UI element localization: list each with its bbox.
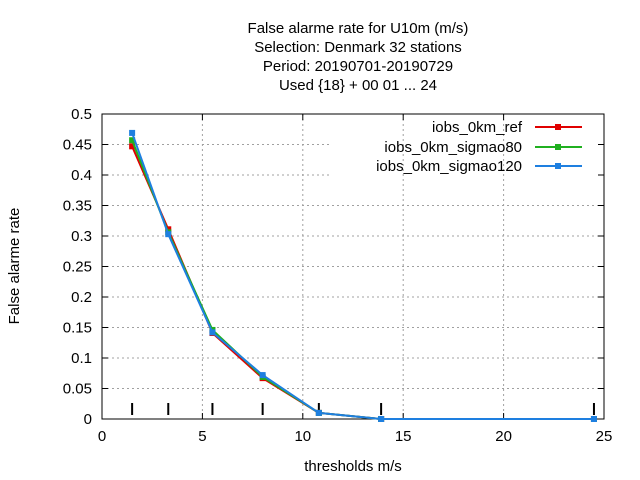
legend: iobs_0km_ref iobs_0km_sigmao80 iobs_0km_si… [376,119,582,175]
y-tick-label: 0.35 [63,198,92,215]
y-tick-label: 0.5 [71,106,92,123]
legend-label: iobs_0km_sigmao120 [376,158,522,175]
data-point-iobs_0km_ref [129,143,136,150]
legend-swatch-marker [555,124,561,130]
data-point-iobs_0km_sigmao80 [129,137,136,144]
y-tick-label: 0.25 [63,259,92,276]
y-tick-label: 0.1 [71,350,92,367]
x-tick-label: 5 [198,428,206,445]
legend-label: iobs_0km_ref [432,119,523,136]
y-tick-label: 0.3 [71,228,92,245]
data-point-iobs_0km_sigmao120 [129,129,136,136]
data-point-iobs_0km_ref [165,226,172,233]
y-tick-label: 0.05 [63,381,92,398]
legend-swatch-marker [555,144,561,150]
chart-title-line-2: Selection: Denmark 32 stations [254,39,462,56]
data-point-iobs_0km_sigmao120 [165,231,172,238]
data-point-iobs_0km_sigmao120 [209,329,216,336]
threshold-markers [131,403,595,415]
x-tick-label: 15 [395,428,412,445]
series-line-iobs_0km_sigmao120 [131,132,594,420]
data-point-iobs_0km_sigmao120 [259,372,266,379]
series-line-iobs_0km_ref [131,145,594,420]
chart-title-line-4: Used {18} + 00 01 ... 24 [279,77,437,94]
grid [102,114,604,419]
series-group [129,129,597,422]
legend-label: iobs_0km_sigmao80 [384,139,522,156]
y-axis-label: False alarme rate [6,208,23,325]
x-tick-label: 20 [495,428,512,445]
chart-title-block: False alarme rate for U10m (m/s) Selecti… [248,20,469,94]
y-tick-label: 0.2 [71,289,92,306]
chart-title-line-1: False alarme rate for U10m (m/s) [248,20,469,37]
x-tick-label: 25 [596,428,613,445]
x-axis-label: thresholds m/s [304,458,402,475]
y-tick-label: 0 [84,411,92,428]
data-point-iobs_0km_sigmao120 [315,409,322,416]
x-tick-label: 10 [294,428,311,445]
legend-swatch-marker [555,163,561,169]
data-point-iobs_0km_sigmao120 [378,416,385,422]
axis-ticks: 0 5 10 15 20 25 0 0.05 0.1 0.15 0.2 0.25 0.3 0.35 0.4 0… [63,106,613,445]
y-tick-label: 0.45 [63,137,92,154]
y-tick-label: 0.4 [71,167,92,184]
plot-frame [101,113,605,420]
series-line-iobs_0km_sigmao80 [131,139,594,420]
y-tick-label: 0.15 [63,320,92,337]
chart-title-line-3: Period: 20190701-20190729 [263,58,453,75]
data-point-iobs_0km_sigmao120 [590,416,597,422]
x-tick-label: 0 [98,428,106,445]
